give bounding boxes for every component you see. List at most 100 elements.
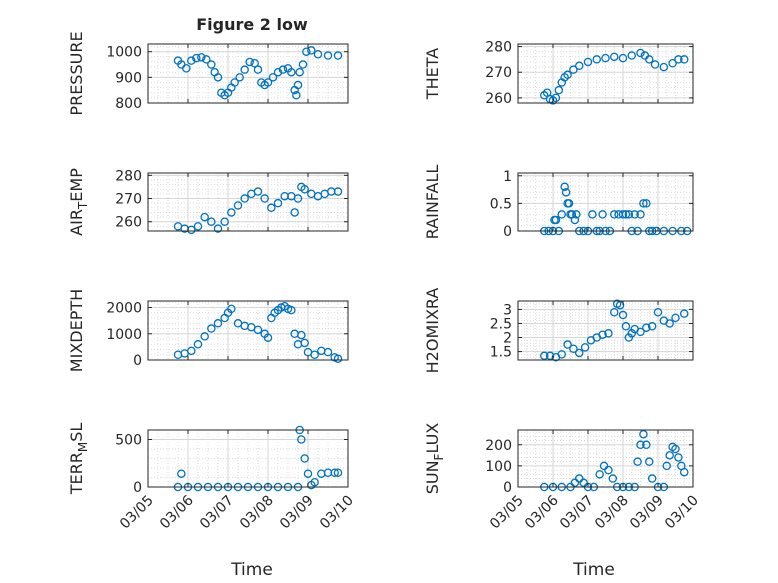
data-point [193,340,203,349]
data-point [182,64,191,73]
data-point [665,319,674,328]
y-axis-label: TERRMSL [67,423,90,496]
x-tick-label: 03/07 [197,493,237,533]
data-point [551,93,561,103]
data-point [250,58,259,68]
subplot-mixdepth: 2000 1000 0 MIXDEPTH [67,289,349,372]
y-tick-label: 1000 [106,327,142,343]
axes-box [517,172,694,232]
data-point [300,184,309,194]
data-point [636,440,645,450]
y-tick-label: 1000 [106,45,142,61]
data-point [621,322,631,331]
y-axis-label: H2OMIXRA [423,288,442,374]
y-axis-label: PRESSURE [67,31,86,115]
data-point [333,468,343,477]
x-axis-label-left: Time [230,560,273,580]
data-point [659,62,669,72]
data-point [563,70,572,80]
y-axis-label: THETA [423,48,442,100]
plot-area [148,44,348,103]
y-tick-label: 0 [503,224,512,240]
data-point [680,55,689,64]
y-tick-label: 2000 [106,301,142,317]
data-point [650,60,660,69]
data-point [287,305,296,315]
y-tick-label: 0 [133,480,142,496]
data-point [268,73,278,82]
data-point [604,465,613,475]
data-point [615,300,625,310]
data-point [213,319,223,328]
x-tick-label: 03/09 [277,493,317,533]
data-point [674,55,683,64]
data-point [598,210,607,219]
data-point [618,53,628,63]
x-tick-label: 03/06 [522,492,562,532]
data-point [642,440,651,450]
data-point [647,474,657,483]
x-tick-label: 03/08 [592,493,632,533]
data-point [604,329,613,338]
x-axis-label-right: Time [572,560,615,580]
subplot-theta: 280 270 260 THETA [423,40,694,107]
data-point [230,78,239,87]
x-tick-label: 03/06 [157,492,197,532]
data-point [333,187,343,196]
data-point [662,461,672,471]
data-point [636,327,645,337]
data-point [645,55,654,64]
data-point [213,224,223,233]
data-point [642,199,651,208]
data-point [207,217,216,226]
y-tick-label: 500 [115,433,142,449]
data-point [227,208,236,217]
data-point [278,65,288,74]
data-point [647,322,657,331]
x-tick-label: 03/07 [557,493,597,533]
y-tick-label: 1 [503,169,512,185]
data-point [601,53,610,63]
x-tick-label: 03/09 [627,493,667,533]
data-point [245,57,254,67]
data-point [253,325,263,335]
data-point [680,467,689,477]
data-point [333,51,343,60]
data-point [192,53,201,63]
axes-box [517,429,694,488]
data-point [569,344,578,354]
subplot-air-temp: 280 270 260 AIRTEMP [67,168,349,236]
subplot-rainfall: 1 0.5 0 RAINFALL [423,165,694,240]
y-axis-label: MIXDEPTH [67,289,86,372]
y-axis-label: SUNFLUX [423,423,446,495]
data-point [323,347,333,357]
subplot-h2omixra: 32.521.5 H2OMIXRA [423,288,694,374]
data-point [610,52,619,62]
subplot-terr-msl: 500 003/05 03/06 03/07 03/08 03/09 03/10 TERRMS… [67,423,357,533]
data-point [323,51,333,60]
data-point [207,324,216,333]
data-point [583,57,593,67]
data-point [575,348,584,358]
data-point [668,58,677,68]
data-point [287,67,296,77]
data-point [551,215,561,225]
data-point [293,80,303,90]
data-point [588,210,597,219]
data-point [307,46,316,55]
data-point [671,313,680,323]
data-point [253,187,263,196]
x-tick-label: 03/05 [487,493,527,533]
y-tick-label: 1.5 [490,345,512,361]
data-point [592,55,602,64]
data-point [621,210,631,219]
y-tick-label: 3 [503,302,512,318]
data-point [273,67,283,77]
data-point [300,338,309,348]
data-point [630,210,639,219]
data-point [570,478,580,488]
y-axis-label: AIRTEMP [67,168,90,236]
data-point [260,194,269,203]
